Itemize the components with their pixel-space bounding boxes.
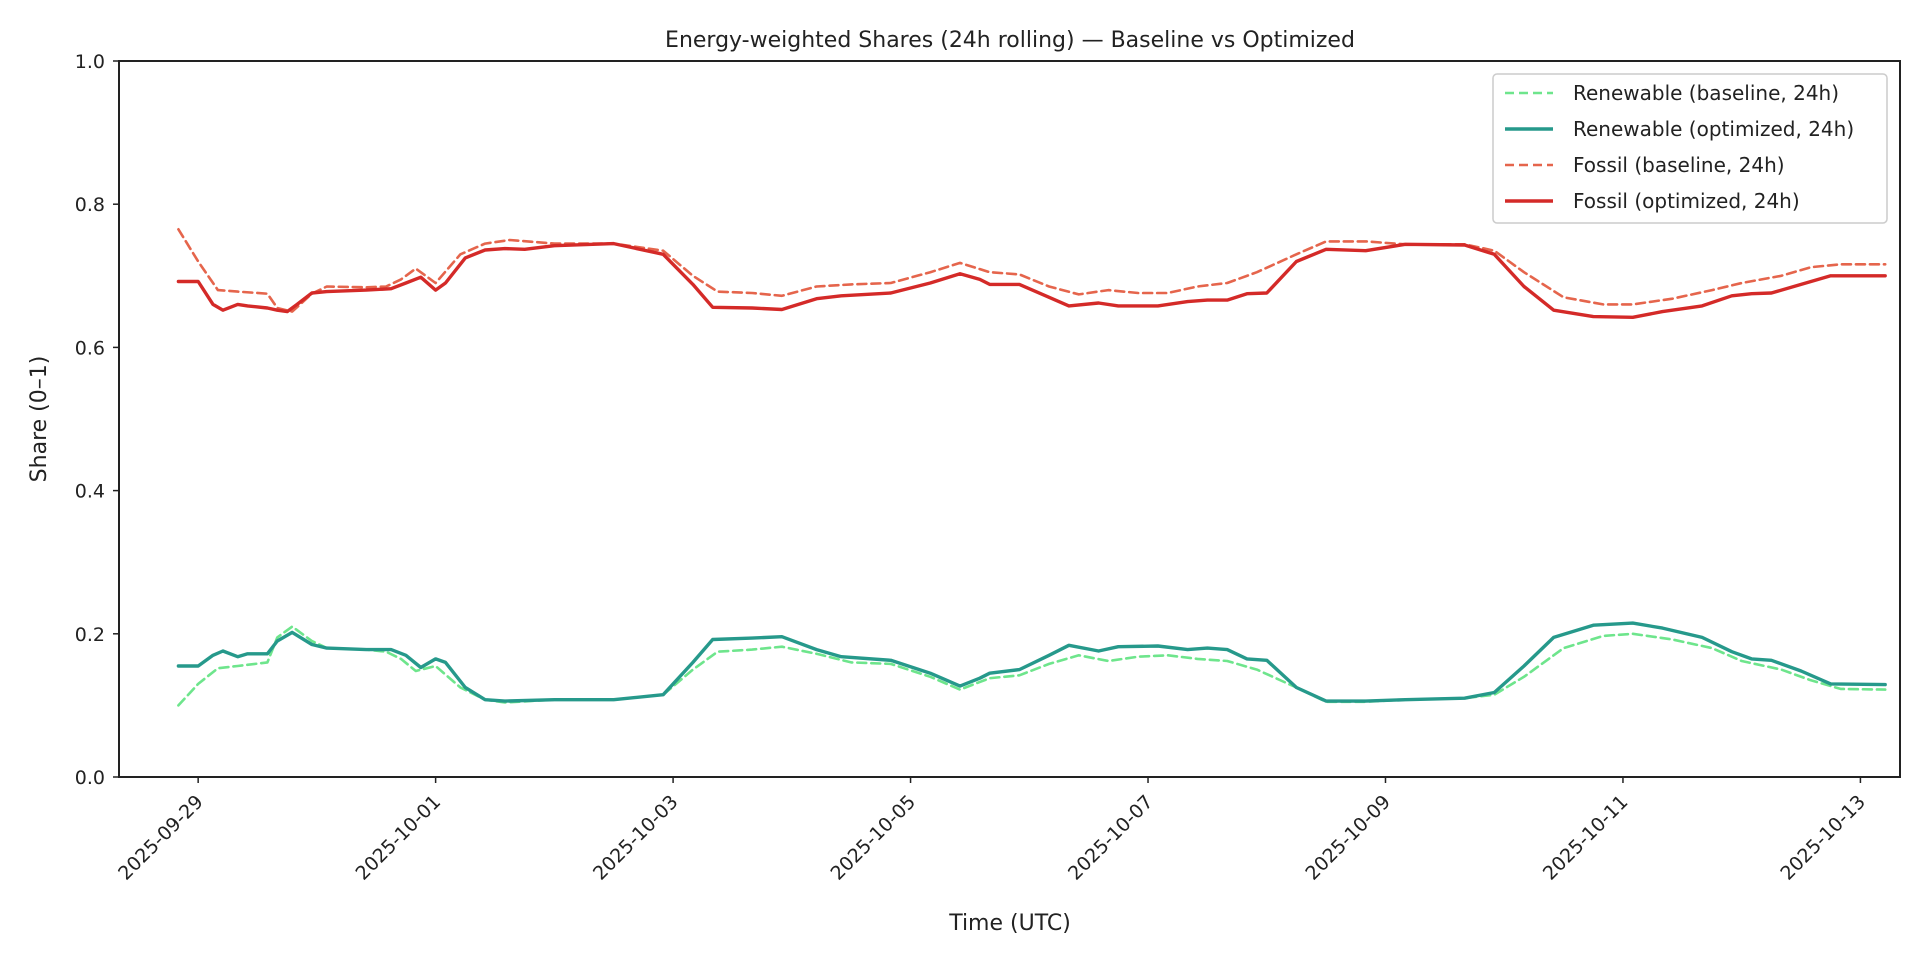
y-axis: 0.0 0.2 0.4 0.6 0.8 1.0 [75,51,119,789]
plot-area [118,60,1901,778]
series-line-2 [176,621,1887,703]
legend-label: Renewable (baseline, 24h) [1573,81,1839,105]
y-tick-label: 1.0 [75,51,105,73]
y-tick-label: 0.6 [75,337,105,359]
legend-label: Fossil (optimized, 24h) [1573,189,1800,213]
series-line-4 [176,241,1887,319]
plot-frame [118,60,1901,778]
legend: Renewable (baseline, 24h) Renewable (opti… [1492,73,1888,224]
x-axis-title: Time (UTC) [948,911,1071,936]
y-tick-label: 0.0 [75,767,105,789]
legend-label: Renewable (optimized, 24h) [1573,117,1854,141]
series-layer [176,228,1887,707]
y-tick-label: 0.4 [75,481,105,503]
series-line-3 [177,228,1887,313]
chart-title: Energy-weighted Shares (24h rolling) — B… [665,28,1355,53]
legend-label: Fossil (baseline, 24h) [1573,153,1785,177]
y-tick-label: 0.2 [75,624,105,646]
y-tick-label: 0.8 [75,194,105,216]
legend-box [1492,73,1888,224]
y-axis-title: Share (0–1) [27,356,52,483]
